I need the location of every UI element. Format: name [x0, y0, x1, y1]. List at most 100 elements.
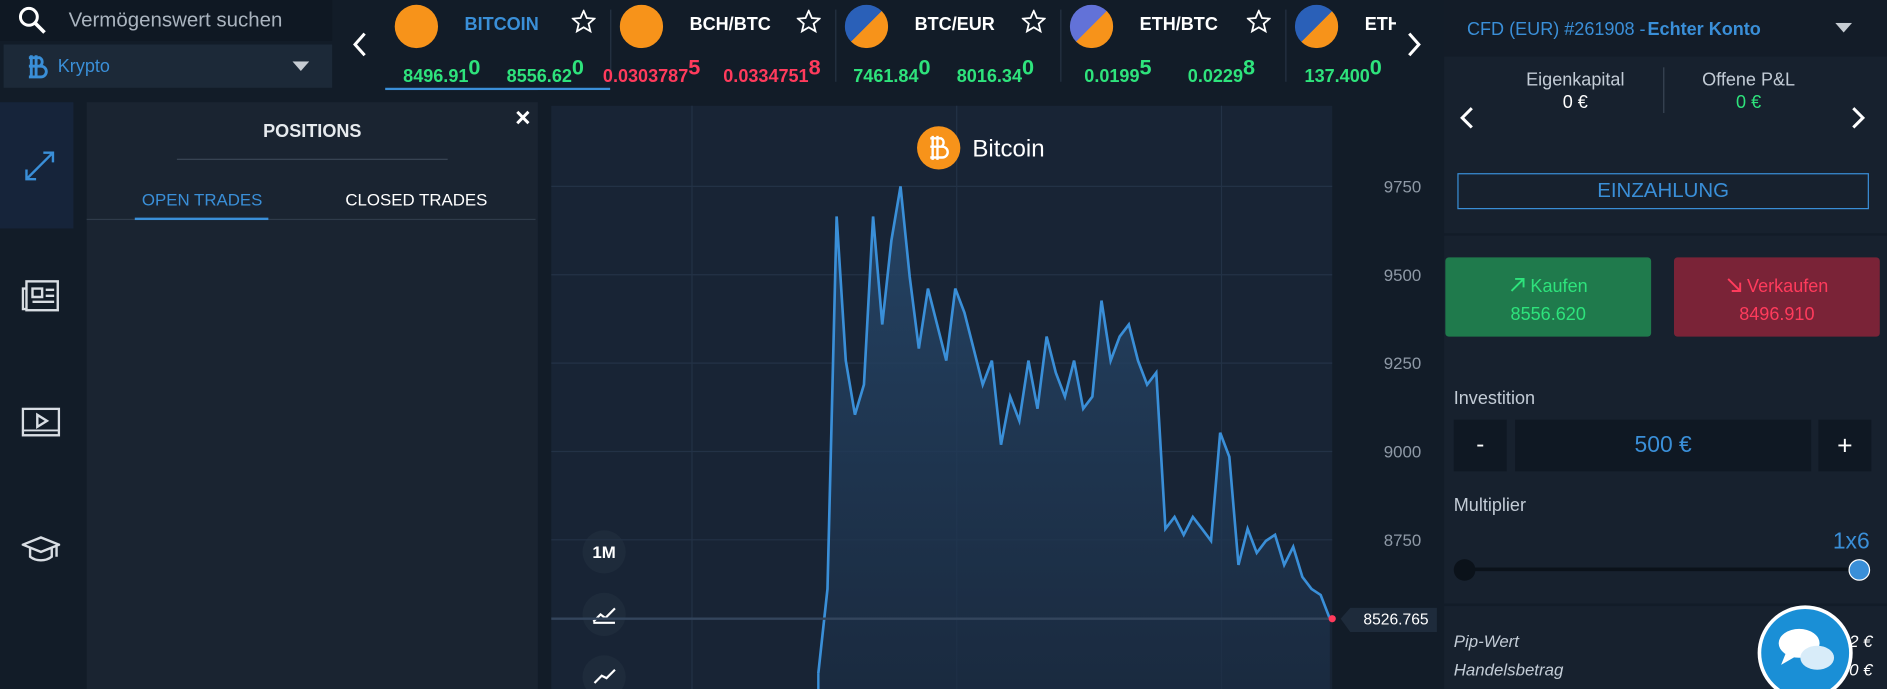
- prev-arrow[interactable]: [1459, 106, 1476, 130]
- slider-min[interactable]: [1453, 559, 1476, 581]
- divider: [1444, 233, 1887, 236]
- bid-price: 137.4000: [1305, 55, 1382, 86]
- ticker-prev[interactable]: [351, 31, 368, 57]
- plus-button[interactable]: +: [1818, 419, 1872, 472]
- sell-price: 8496.910: [1739, 304, 1815, 325]
- category-label: Krypto: [57, 56, 110, 77]
- next-arrow[interactable]: [1850, 106, 1867, 130]
- dropdown-arrow: [292, 61, 310, 71]
- search-placeholder: Vermögenswert suchen: [68, 8, 283, 32]
- favorite-star[interactable]: [1021, 9, 1046, 34]
- buy-button[interactable]: Kaufen 8556.620: [1445, 257, 1652, 337]
- ticker[interactable]: ETH 137.4000: [1285, 0, 1396, 90]
- ticker-icon: [619, 4, 664, 49]
- ask-pip: 8: [1243, 55, 1256, 80]
- dropdown-arrow: [1835, 22, 1853, 33]
- multiplier-label: Multiplier: [1453, 495, 1526, 516]
- bid-pip: 5: [1139, 55, 1152, 80]
- ticker-icon: [844, 4, 889, 49]
- minus-button[interactable]: -: [1453, 419, 1507, 472]
- bid-price: 7461.840: [853, 55, 930, 86]
- tab-underline: [86, 218, 536, 221]
- category-select[interactable]: Krypto: [3, 44, 333, 88]
- ask-main: 0.0229: [1187, 66, 1244, 87]
- chat-button[interactable]: [1757, 605, 1853, 689]
- tab-closed-trades[interactable]: CLOSED TRADES: [345, 189, 488, 210]
- ticker[interactable]: ETH/BTC 0.01995 0.02298: [1060, 0, 1285, 90]
- trades-icon[interactable]: [22, 148, 58, 184]
- deposit-button[interactable]: EINZAHLUNG: [1457, 173, 1869, 210]
- pl-label: Offene P&L: [1702, 69, 1796, 91]
- sidebar-active: [0, 102, 74, 229]
- divider: [176, 158, 448, 160]
- bid-main: 0.0303787: [602, 66, 689, 87]
- chart-title: Bitcoin: [972, 135, 1044, 162]
- investment-label: Investition: [1453, 388, 1536, 409]
- ticker-name: ETH/BTC: [1139, 14, 1218, 35]
- bid-main: 137.400: [1304, 66, 1370, 87]
- academy-icon[interactable]: [21, 535, 61, 566]
- sell-button[interactable]: Verkaufen 8496.910: [1673, 257, 1880, 337]
- price-chart: Bitcoin 1M 8750 9000 9250 9500 9750 8526.765: [551, 105, 1437, 689]
- divider: [1444, 603, 1887, 607]
- ticker-icon: [1069, 4, 1114, 49]
- y-tick-label: 9750: [1384, 177, 1421, 196]
- ask-pip: 8: [808, 55, 821, 80]
- ticker-divider: [1060, 9, 1062, 82]
- price-area: [818, 186, 1330, 689]
- ask-main: 8556.62: [506, 66, 572, 87]
- tab-active: [134, 217, 269, 221]
- current-price-dot: [1328, 615, 1336, 623]
- ticker-icon: [394, 4, 439, 49]
- y-tick-label: 8750: [1384, 531, 1421, 550]
- y-tick-label: 9250: [1384, 354, 1421, 373]
- indicator-button[interactable]: [582, 655, 626, 689]
- ticker-active: [385, 87, 611, 91]
- divider: [1663, 67, 1665, 114]
- favorite-star[interactable]: [571, 9, 596, 34]
- account-header[interactable]: CFD (EUR) #261908 - Echter Konto: [1444, 0, 1887, 57]
- investment-input[interactable]: 500 €: [1515, 419, 1812, 472]
- favorite-star[interactable]: [796, 9, 821, 34]
- tab-open-trades[interactable]: OPEN TRADES: [141, 189, 263, 210]
- search-icon: [18, 6, 46, 34]
- account-panel: CFD (EUR) #261908 - Echter Konto Eigenka…: [1444, 0, 1887, 689]
- buy-text: Kaufen: [1530, 276, 1588, 297]
- y-tick-label: 9000: [1384, 442, 1421, 461]
- ask-price: 0.02298: [1188, 55, 1255, 86]
- ticker[interactable]: BCH/BTC 0.03037875 0.03347518: [603, 0, 835, 90]
- positions-panel: POSITIONS × OPEN TRADES CLOSED TRADES: [86, 102, 538, 689]
- timeframe-label[interactable]: 1M: [592, 543, 615, 562]
- search-box[interactable]: Vermögenswert suchen: [0, 0, 333, 41]
- bid-main: 7461.84: [853, 66, 919, 87]
- bid-price: 0.03037875: [603, 55, 700, 86]
- ticker-next[interactable]: [1406, 31, 1423, 57]
- close-button[interactable]: ×: [515, 102, 531, 133]
- ticker[interactable]: BTC/EUR 7461.840 8016.340: [835, 0, 1060, 90]
- video-icon[interactable]: [21, 407, 61, 439]
- equity-value: 0 €: [1562, 92, 1588, 114]
- ticker-name: BTC/EUR: [914, 14, 995, 35]
- sidebar: [0, 102, 87, 689]
- bid-price: 8496.910: [403, 55, 480, 86]
- favorite-star[interactable]: [1246, 9, 1271, 34]
- ticker[interactable]: BITCOIN 8496.910 8556.620: [385, 0, 611, 91]
- bid-main: 0.0199: [1084, 66, 1140, 87]
- ask-price: 8556.620: [507, 55, 584, 86]
- buy-price: 8556.620: [1510, 304, 1586, 325]
- ticker-name: ETH: [1364, 14, 1396, 35]
- bid-pip: 0: [468, 55, 481, 80]
- chart-type-button[interactable]: [582, 592, 626, 637]
- ask-price: 0.03347518: [723, 55, 820, 86]
- multiplier-value: 1x6: [1832, 529, 1870, 555]
- current-price-label: 8526.765: [1363, 612, 1429, 629]
- news-icon[interactable]: [21, 279, 61, 313]
- timeframe-button[interactable]: [582, 530, 626, 574]
- equity-label: Eigenkapital: [1526, 69, 1625, 91]
- bid-price: 0.01995: [1084, 55, 1151, 86]
- ask-pip: 0: [1022, 55, 1035, 80]
- slider-handle[interactable]: [1848, 559, 1871, 581]
- ticker-divider: [610, 9, 612, 82]
- ticker-name: BCH/BTC: [689, 14, 771, 35]
